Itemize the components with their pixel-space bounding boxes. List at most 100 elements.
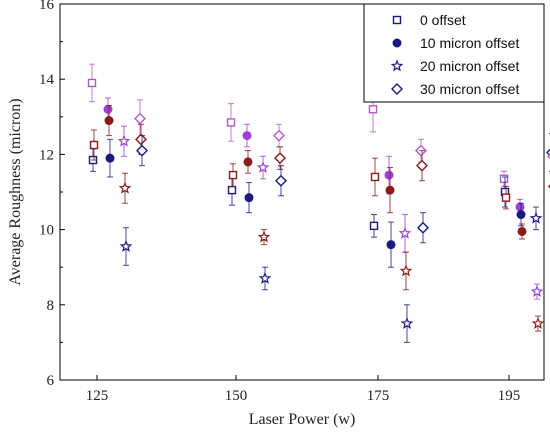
legend-item: 30 micron offset (391, 81, 519, 97)
diamond-marker (135, 133, 147, 146)
square-marker (226, 118, 236, 127)
data-point (369, 214, 379, 238)
data-point (227, 174, 237, 206)
square-marker (89, 140, 99, 150)
diamond-marker (546, 148, 550, 157)
data-point (242, 123, 252, 148)
data-point (89, 129, 99, 161)
data-point (244, 182, 254, 214)
circle-marker (103, 104, 113, 114)
square-marker (227, 185, 237, 195)
square-marker (228, 170, 238, 180)
data-point (517, 223, 527, 240)
diamond-marker (275, 174, 287, 187)
data-point (243, 150, 253, 174)
data-point (415, 138, 427, 163)
circle-marker (104, 116, 114, 126)
data-point (386, 221, 396, 268)
x-axis: 125 150 175 195 (86, 375, 521, 404)
star-marker (256, 160, 270, 173)
square-marker (370, 172, 380, 182)
legend-label: 10 micron offset (420, 35, 519, 51)
star-marker (398, 226, 412, 239)
circle-marker (516, 210, 526, 220)
y-axis: 6 8 10 12 14 16 (39, 0, 65, 389)
data-point (257, 229, 271, 246)
data-point (87, 63, 97, 103)
star-marker (258, 271, 272, 284)
y-tick-label: 16 (39, 0, 55, 13)
square-marker (369, 221, 379, 231)
circle-marker (517, 226, 527, 236)
circle-marker (385, 185, 395, 195)
data-point (117, 125, 131, 157)
star-marker (399, 264, 413, 277)
diamond-marker (134, 112, 146, 125)
y-tick-label: 10 (39, 223, 54, 239)
x-tick-label: 150 (225, 388, 248, 404)
star-marker (530, 285, 544, 297)
legend-item: 10 micron offset (392, 35, 519, 51)
legend-star-marker (390, 59, 404, 72)
data-point (256, 155, 270, 180)
data-point (531, 315, 545, 332)
data-point (136, 135, 148, 167)
diamond-marker (273, 129, 285, 142)
data-point (530, 283, 544, 300)
square-marker (501, 193, 511, 202)
data-point (226, 103, 236, 142)
star-marker (529, 211, 543, 224)
data-point (546, 133, 550, 172)
data-point (398, 214, 412, 253)
y-tick-label: 14 (39, 72, 55, 88)
circle-marker (243, 157, 253, 167)
square-marker (87, 78, 97, 88)
data-point (258, 266, 272, 291)
circle-marker (244, 193, 254, 203)
data-point (385, 167, 395, 214)
star-marker (117, 134, 131, 147)
data-point (499, 170, 509, 187)
diamond-marker (416, 159, 428, 172)
circle-marker (242, 131, 252, 141)
data-point (104, 105, 114, 137)
legend-label: 20 micron offset (420, 58, 519, 74)
x-tick-label: 125 (86, 388, 109, 404)
legend-item: 0 offset (392, 12, 466, 28)
data-point (275, 165, 287, 197)
x-tick-label: 195 (498, 388, 521, 404)
x-tick-label: 175 (367, 388, 390, 404)
data-point (105, 138, 115, 178)
circle-marker (515, 202, 525, 212)
data-point (228, 163, 238, 187)
star-marker (400, 316, 414, 329)
data-point (501, 185, 511, 210)
data-points (87, 63, 550, 343)
legend-item: 20 micron offset (390, 58, 519, 74)
y-axis-title: Average Roughness (micron) (7, 98, 24, 285)
star-marker (118, 181, 132, 194)
data-point (516, 202, 526, 227)
legend-square-marker (392, 15, 402, 25)
legend-label: 0 offset (420, 12, 466, 28)
data-point (399, 251, 413, 291)
data-point (134, 99, 146, 138)
y-tick-label: 8 (47, 298, 55, 314)
data-point (529, 206, 543, 231)
legend: 0 offset 10 micron offset 20 micron offset… (363, 3, 545, 103)
data-point (119, 227, 133, 266)
star-marker (531, 316, 545, 329)
data-point (416, 150, 428, 182)
circle-marker (386, 240, 396, 250)
data-point (400, 304, 414, 343)
y-tick-label: 12 (39, 147, 54, 163)
diamond-marker (136, 144, 148, 157)
circle-marker (384, 170, 394, 180)
legend-circle-marker (392, 38, 402, 48)
legend-diamond-marker (391, 83, 403, 95)
square-marker (368, 105, 378, 114)
data-point (370, 157, 380, 197)
star-marker (257, 230, 271, 243)
circle-marker (105, 153, 115, 163)
